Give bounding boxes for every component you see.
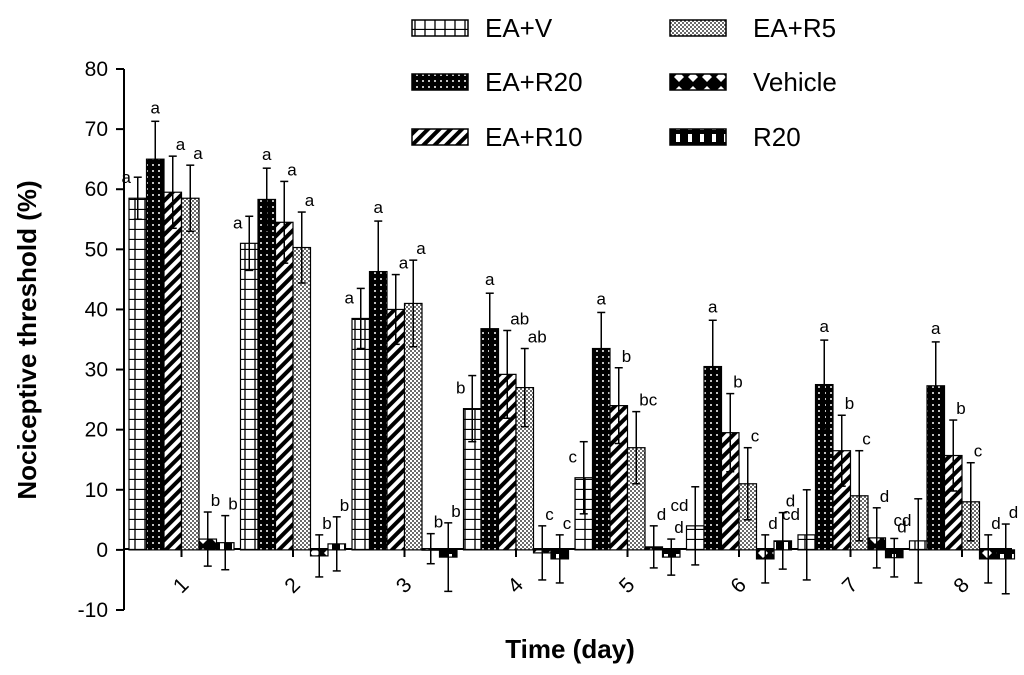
x-tick-label: 3 bbox=[392, 573, 417, 598]
y-tick-label: 30 bbox=[85, 359, 108, 382]
significance-label: b bbox=[451, 502, 460, 521]
significance-label: ab bbox=[528, 328, 547, 347]
bar bbox=[386, 308, 406, 551]
significance-label: c bbox=[545, 505, 554, 524]
significance-label: cd bbox=[894, 511, 912, 530]
y-tick-label: 40 bbox=[85, 298, 108, 321]
significance-label: b bbox=[322, 514, 331, 533]
significance-label: d bbox=[991, 514, 1000, 533]
significance-label: b bbox=[434, 513, 443, 532]
bar bbox=[257, 198, 277, 551]
y-tick-label: 80 bbox=[85, 58, 108, 81]
significance-label: a bbox=[597, 289, 607, 308]
bar bbox=[128, 197, 148, 551]
error-bars bbox=[133, 120, 1010, 595]
y-tick-label: 70 bbox=[85, 118, 108, 141]
significance-label: cd bbox=[782, 505, 800, 524]
y-axis-title: Nociceptive threshold (%) bbox=[12, 180, 42, 499]
significance-label: a bbox=[233, 213, 243, 232]
significance-label: d bbox=[674, 518, 683, 537]
legend: EA+V EA+R5 EA+R20 Vehicle EA+R10 R20 bbox=[411, 13, 837, 152]
significance-label: a bbox=[485, 270, 495, 289]
significance-label: a bbox=[345, 288, 355, 307]
significance-label: a bbox=[820, 317, 830, 336]
bar bbox=[239, 242, 259, 551]
legend-label: EA+R10 bbox=[485, 122, 583, 152]
significance-label: b bbox=[733, 373, 742, 392]
significance-label: c bbox=[569, 448, 578, 467]
x-tick-label: 7 bbox=[838, 573, 863, 598]
significance-label: a bbox=[931, 319, 941, 338]
significance-label: a bbox=[374, 198, 384, 217]
legend-label: Vehicle bbox=[753, 67, 837, 97]
significance-label: b bbox=[456, 379, 465, 398]
bar bbox=[180, 197, 200, 551]
significance-label: b bbox=[340, 496, 349, 515]
y-tick-label: 10 bbox=[85, 479, 108, 502]
significance-label: c bbox=[974, 442, 983, 461]
significance-label: a bbox=[151, 98, 161, 117]
significance-label: c bbox=[751, 427, 760, 446]
significance-label: a bbox=[399, 254, 409, 273]
bar bbox=[163, 191, 183, 551]
significance-label: b bbox=[845, 394, 854, 413]
significance-label: d bbox=[897, 517, 906, 536]
legend-swatch bbox=[669, 73, 727, 91]
significance-label: a bbox=[708, 297, 718, 316]
significance-label: b bbox=[228, 495, 237, 514]
significance-label: a bbox=[176, 135, 186, 154]
legend-swatch bbox=[411, 19, 469, 37]
bar bbox=[274, 221, 294, 551]
bar bbox=[292, 246, 312, 551]
legend-label: EA+V bbox=[485, 13, 553, 43]
significance-label: d bbox=[1009, 503, 1018, 522]
significance-label: bc bbox=[639, 391, 657, 410]
legend-label: EA+R5 bbox=[753, 13, 836, 43]
significance-label: c bbox=[563, 514, 572, 533]
significance-label: b bbox=[956, 399, 965, 418]
x-tick-label: 2 bbox=[280, 573, 305, 598]
significance-label: a bbox=[122, 168, 132, 187]
legend-label: R20 bbox=[753, 122, 801, 152]
bar bbox=[351, 317, 371, 551]
significance-label: a bbox=[305, 191, 315, 210]
significance-label: cd bbox=[671, 496, 689, 515]
x-axis-title: Time (day) bbox=[505, 634, 635, 664]
significance-label: ab bbox=[510, 309, 529, 328]
legend-swatch bbox=[669, 128, 727, 146]
y-tick-label: 60 bbox=[85, 178, 108, 201]
legend-label: EA+R20 bbox=[485, 67, 583, 97]
significance-label: b bbox=[622, 347, 631, 366]
x-tick-label: 6 bbox=[726, 573, 751, 598]
significance-label: a bbox=[262, 145, 272, 164]
significance-label: a bbox=[193, 144, 203, 163]
y-tick-label: 0 bbox=[96, 539, 108, 562]
significance-label: d bbox=[657, 505, 666, 524]
significance-label: d bbox=[786, 492, 795, 511]
significance-label: a bbox=[416, 239, 426, 258]
legend-swatch bbox=[411, 73, 469, 91]
y-tick-label: 50 bbox=[85, 238, 108, 261]
significance-label: d bbox=[880, 487, 889, 506]
significance-label: b bbox=[211, 491, 220, 510]
y-tick-label: 20 bbox=[85, 419, 108, 442]
legend-swatch bbox=[669, 19, 727, 37]
x-tick-label: 1 bbox=[169, 573, 194, 598]
x-ticks: 1 2 3 4 5 6 7 8 bbox=[169, 549, 974, 598]
significance-label: c bbox=[862, 430, 871, 449]
significance-label: a bbox=[287, 160, 297, 179]
bar bbox=[145, 158, 165, 551]
x-tick-label: 8 bbox=[949, 573, 974, 598]
x-tick-label: 5 bbox=[615, 573, 640, 598]
y-tick-label: -10 bbox=[78, 599, 108, 622]
significance-label: d bbox=[768, 514, 777, 533]
legend-swatch bbox=[411, 128, 469, 146]
y-ticks: -10 0 10 20 30 40 50 60 70 80 bbox=[78, 58, 124, 622]
x-tick-label: 4 bbox=[503, 573, 528, 598]
